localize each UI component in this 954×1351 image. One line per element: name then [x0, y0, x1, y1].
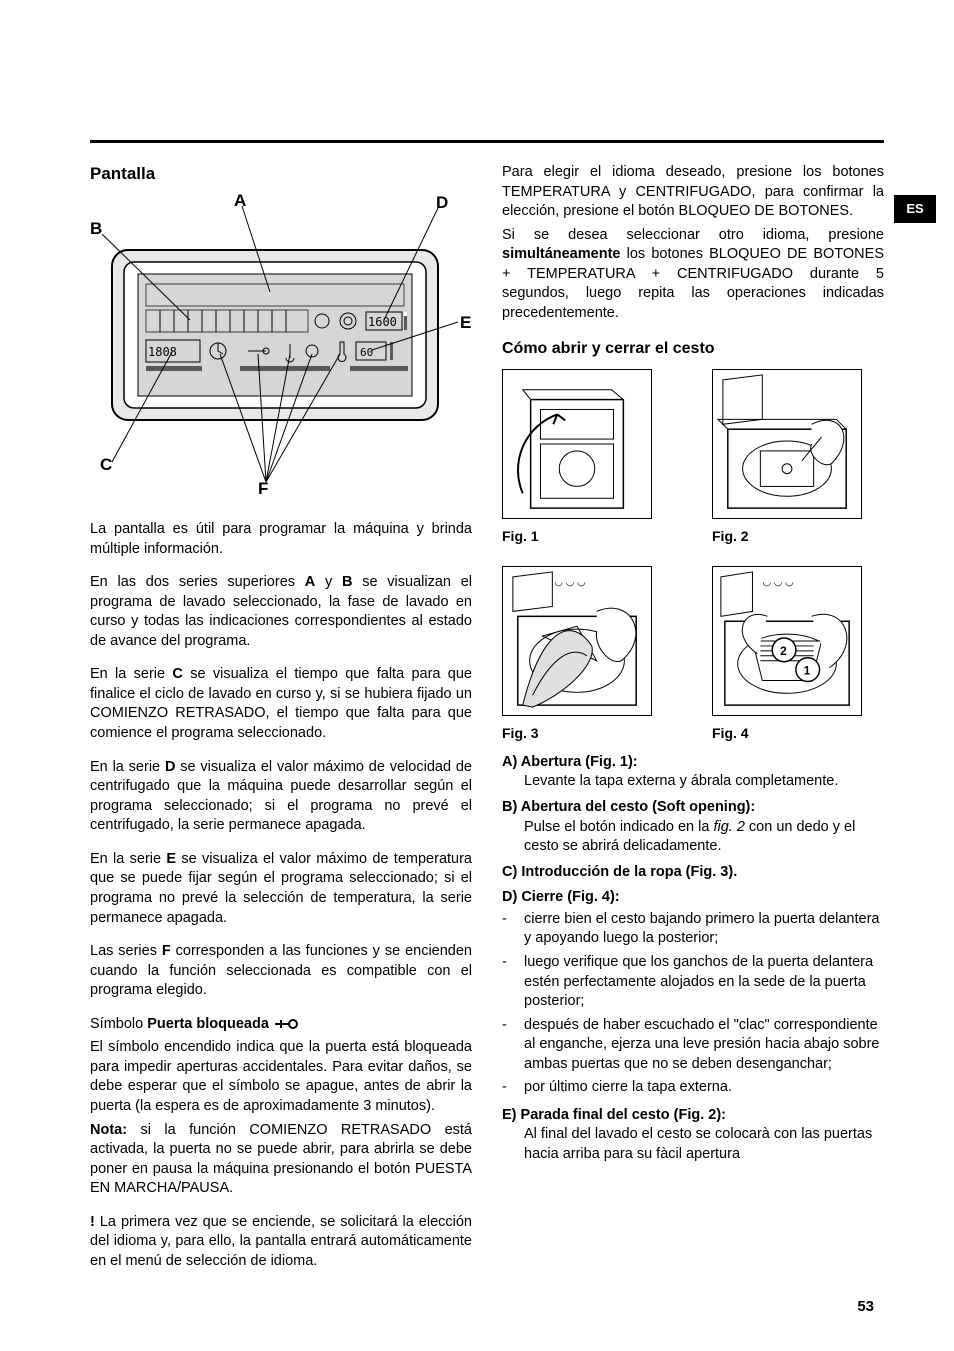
fig2-svg	[712, 369, 862, 519]
fig4-svg: 1 2 ◡ ◡ ◡	[712, 566, 862, 716]
page: Pantalla A B D E C F	[0, 0, 954, 1312]
fig3-caption: Fig. 3	[502, 724, 674, 743]
para-first-on: ! La primera vez que se enciende, se sol…	[90, 1213, 472, 1272]
right-column: Para elegir el idioma deseado, presione …	[502, 163, 884, 1272]
instr-b: B) Abertura del cesto (Soft opening): Pu…	[502, 798, 884, 857]
instr-d4: -por último cierre la tapa externa.	[502, 1078, 884, 1098]
svg-text:1808: 1808	[148, 345, 177, 359]
panel-label-d: D	[436, 192, 448, 215]
para-e: En la serie E se visualiza el valor máxi…	[90, 850, 472, 928]
svg-text:1600: 1600	[368, 315, 397, 329]
svg-text:◡ ◡ ◡: ◡ ◡ ◡	[554, 577, 586, 588]
para-ab: En las dos series superiores A y B se vi…	[90, 573, 472, 651]
svg-text:◡ ◡ ◡: ◡ ◡ ◡	[762, 577, 794, 588]
page-number: 53	[857, 1298, 874, 1315]
panel-diagram: A B D E C F	[90, 192, 472, 502]
heading-abrir-cerrar: Cómo abrir y cerrar el cesto	[502, 338, 884, 360]
svg-text:60: 60	[360, 346, 373, 359]
fig2-caption: Fig. 2	[712, 527, 884, 546]
language-tab: ES	[894, 195, 936, 223]
figure-grid: Fig. 1 Fig. 2	[502, 369, 884, 743]
symbol-line: Símbolo Puerta bloqueada	[90, 1015, 472, 1035]
panel-label-f: F	[258, 478, 268, 501]
para-c: En la serie C se visualiza el tiempo que…	[90, 665, 472, 743]
instr-d: D) Cierre (Fig. 4):	[502, 888, 884, 908]
instr-e: E) Parada final del cesto (Fig. 2): Al f…	[502, 1106, 884, 1165]
heading-pantalla: Pantalla	[90, 163, 472, 186]
fig3-svg: ◡ ◡ ◡	[502, 566, 652, 716]
panel-label-c: C	[100, 454, 112, 477]
panel-label-b: B	[90, 218, 102, 241]
instr-a: A) Abertura (Fig. 1): Levante la tapa ex…	[502, 753, 884, 792]
svg-text:1: 1	[804, 664, 811, 678]
instr-d2: - luego verifique que los ganchos de la …	[502, 953, 884, 1012]
para-f: Las series F corresponden a las funcione…	[90, 942, 472, 1001]
fig4-caption: Fig. 4	[712, 724, 884, 743]
para-lang-select: Para elegir el idioma deseado, presione …	[502, 163, 884, 222]
instr-d3: -después de haber escuchado el "clac" co…	[502, 1016, 884, 1075]
instr-c: C) Introducción de la ropa (Fig. 3).	[502, 863, 884, 883]
para-intro: La pantalla es útil para programar la má…	[90, 520, 472, 559]
lock-icon	[273, 1018, 299, 1030]
fig1-svg	[502, 369, 652, 519]
panel-label-a: A	[234, 190, 246, 213]
panel-svg: 1600 1808	[90, 192, 470, 502]
svg-text:2: 2	[780, 644, 787, 658]
figure-4: 1 2 ◡ ◡ ◡ Fig. 4	[712, 566, 884, 743]
top-rule	[90, 140, 884, 143]
figure-1: Fig. 1	[502, 369, 674, 546]
para-lang-change: Si se desea seleccionar otro idioma, pre…	[502, 226, 884, 324]
para-nota: Nota: si la función COMIENZO RETRASADO e…	[90, 1121, 472, 1199]
instr-d1: -cierre bien el cesto bajando primero la…	[502, 910, 884, 949]
figure-3: ◡ ◡ ◡ Fig. 3	[502, 566, 674, 743]
figure-2: Fig. 2	[712, 369, 884, 546]
left-column: Pantalla A B D E C F	[90, 163, 472, 1272]
para-d: En la serie D se visualiza el valor máxi…	[90, 758, 472, 836]
panel-label-e: E	[460, 312, 471, 335]
fig1-caption: Fig. 1	[502, 527, 674, 546]
para-lock: El símbolo encendido indica que la puert…	[90, 1038, 472, 1116]
